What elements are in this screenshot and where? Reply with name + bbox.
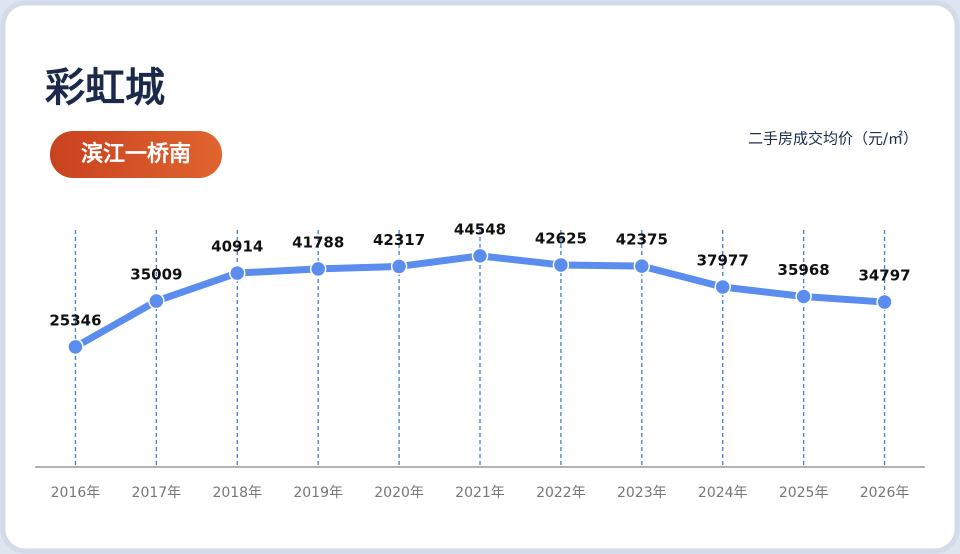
data-label: 44548: [454, 220, 506, 238]
data-label: 42625: [535, 229, 587, 247]
x-tick-label: 2021年: [455, 485, 505, 501]
data-label: 41788: [292, 233, 344, 251]
y-axis-label: 二手房成交均价（元/㎡）: [748, 130, 918, 148]
point: [309, 260, 327, 278]
point: [471, 247, 489, 265]
x-tick-label: 2024年: [698, 485, 748, 501]
data-label: 42317: [373, 231, 425, 249]
point: [876, 293, 893, 311]
point: [148, 292, 165, 310]
x-tick-label: 2017年: [132, 485, 182, 501]
chart-subtitle: 滨江一桥南: [81, 141, 191, 167]
badge: [50, 131, 222, 178]
x-tick-label: 2026年: [860, 485, 910, 501]
data-label: 35968: [778, 261, 830, 279]
point: [229, 264, 246, 282]
point: [795, 288, 812, 305]
point: [390, 258, 408, 275]
data-label: 42375: [616, 231, 668, 249]
data-label: 37977: [697, 251, 749, 269]
point: [67, 338, 84, 356]
x-tick-label: 2019年: [293, 485, 343, 501]
chart-title: 彩虹城: [45, 65, 165, 111]
x-tick-label: 2020年: [374, 485, 424, 501]
x-tick-label: 2016年: [51, 485, 101, 501]
point: [552, 256, 570, 274]
data-label: 25346: [49, 311, 101, 329]
x-tick-label: 2023年: [617, 485, 667, 501]
x-tick-label: 2022年: [536, 485, 586, 501]
point: [633, 257, 651, 275]
data-label: 40914: [211, 238, 263, 256]
x-tick-label: 2025年: [779, 485, 829, 501]
data-label: 35009: [130, 266, 182, 284]
x-tick-label: 2018年: [212, 485, 262, 501]
data-label: 34797: [858, 267, 910, 285]
point: [714, 278, 731, 296]
